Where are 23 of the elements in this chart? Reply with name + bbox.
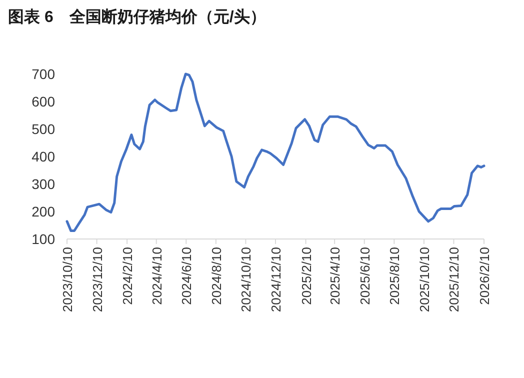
y-tick-label: 300 xyxy=(32,176,56,192)
x-tick-label: 2025/12/10 xyxy=(446,247,462,312)
x-tick-label: 2023/12/10 xyxy=(90,247,105,312)
x-tick-label: 2024/6/10 xyxy=(179,247,194,305)
y-tick-label: 100 xyxy=(32,231,56,247)
y-tick-label: 500 xyxy=(32,121,56,137)
x-tick-label: 2025/6/10 xyxy=(357,247,372,305)
title: 图表 6 全国断奶仔猪均价（元/头） xyxy=(8,9,266,26)
x-tick-label: 2025/2/10 xyxy=(298,247,314,305)
x-tick-label: 2024/12/10 xyxy=(268,247,284,312)
x-tick-label: 2023/10/10 xyxy=(60,247,75,312)
y-tick-label: 600 xyxy=(32,94,56,110)
x-tick-label: 2026/2/10 xyxy=(477,247,492,305)
y-tick-label: 400 xyxy=(32,148,56,164)
y-tick-label: 200 xyxy=(32,204,56,220)
x-tick-label: 2025/10/10 xyxy=(416,247,432,312)
x-tick-label: 2024/2/10 xyxy=(120,247,136,305)
x-tick-label: 2025/8/10 xyxy=(387,247,402,305)
x-tick-label: 2024/10/10 xyxy=(238,247,254,312)
x-tick-label: 2024/8/10 xyxy=(208,247,224,305)
x-tick-label: 2024/4/10 xyxy=(149,247,164,305)
x-tick-label: 2025/4/10 xyxy=(328,247,343,305)
y-tick-label: 700 xyxy=(32,66,56,82)
